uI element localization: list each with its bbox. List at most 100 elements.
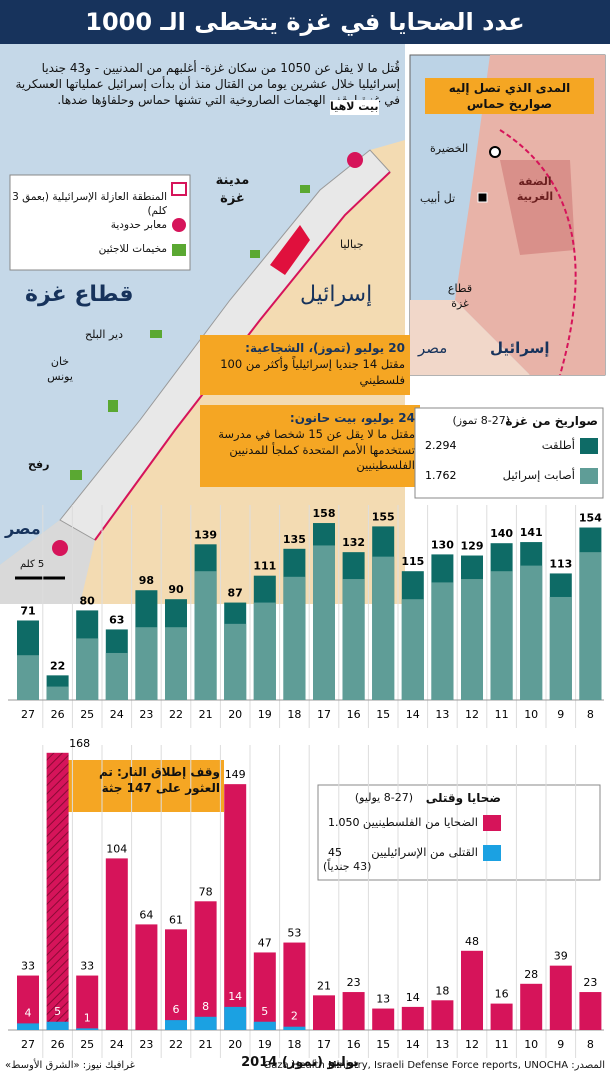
x-tick-label: 22 [169,708,183,721]
x-tick-label: 24 [110,1038,124,1051]
bar [401,599,424,700]
bar [105,652,128,700]
x-tick-label: 19 [258,708,272,721]
map-label: إسرائيل [300,282,373,307]
value-label: 141 [520,526,543,539]
x-tick-label: 20 [228,708,242,721]
value-label: 111 [253,560,276,573]
value-label: 6 [173,1003,180,1016]
bar [17,1023,39,1030]
value-label: 130 [431,538,454,551]
bar [490,571,513,700]
value-label: 39 [554,950,568,963]
value-label: 53 [287,927,301,940]
legend-note: (43 جندياً) [323,860,372,873]
inset-label: إسرائيل [490,339,550,357]
x-tick-label: 25 [80,1038,94,1051]
legend-label: مخيمات للاجئين [98,243,167,255]
callout-text: مقتل 14 جنديا إسرائيلياً وأكثر من 100 فل… [220,357,405,387]
value-label: 1 [84,1011,91,1024]
camps [70,185,310,480]
x-tick-label: 27 [21,1038,35,1051]
bar [342,992,365,1030]
value-label: 78 [199,885,213,898]
legend-title: ضحايا وقتلى [425,791,501,805]
bar [17,975,39,1030]
legend-label: القتلى من الإسرائيليين [371,845,478,859]
x-tick-label: 21 [199,1038,213,1051]
source: المصدر: Gaza Health Ministry, Israeli De… [263,1060,605,1071]
legend-swatch [483,815,501,831]
legend-total: 45 [328,846,342,859]
x-tick-label: 11 [495,1038,509,1051]
x-tick-label: 18 [287,708,301,721]
bar [17,655,39,700]
map-label: بيت لاهيا [330,100,379,115]
bar [283,576,306,700]
x-tick-label: 16 [347,708,361,721]
x-tick-label: 13 [435,708,449,721]
x-tick-label: 23 [139,1038,153,1051]
legend-box [414,407,604,499]
x-axis-label: يوليو (تموز) 2014 [241,1055,359,1070]
value-label: 33 [21,960,35,973]
title: عدد الضحايا في غزة يتخطى الـ 1000 [85,8,525,36]
bar [253,602,276,700]
bar [579,552,602,700]
x-tick-label: 9 [557,1038,564,1051]
bar [76,1028,99,1030]
bar [76,638,99,700]
x-tick-label: 9 [557,708,564,721]
x-tick-label: 22 [169,1038,183,1051]
legend-label: معابر حدودية [110,219,167,231]
bar [461,950,483,1030]
header-bar [0,0,610,44]
bar [313,545,335,700]
value-label: 33 [80,960,94,973]
x-tick-label: 11 [495,708,509,721]
callout-heading: 20 يوليو (تموز)، الشجاعية: [245,341,405,355]
value-label: 129 [461,540,484,553]
legend-label: أطلقت [541,438,575,452]
value-label: 115 [401,555,424,568]
buffer-zone [94,171,391,541]
value-label: 113 [549,557,572,570]
bar [520,983,543,1030]
inset-label: الضفة الغربية [516,175,554,203]
inset-label: تل أبيب [420,192,456,205]
map-legend-box [9,174,191,271]
x-tick-label: 15 [376,1038,390,1051]
inset-label: قطاع غزة [447,282,473,310]
legend-total: 1.762 [425,469,457,482]
value-label: 18 [435,984,449,997]
bar [431,582,454,700]
bar [372,556,395,700]
x-tick-label: 24 [110,708,124,721]
bar [549,596,572,700]
value-label: 5 [54,1005,61,1018]
value-label: 23 [583,976,597,989]
bar [135,924,158,1030]
bar [253,952,276,1030]
legend-label: المنطقة العازلة الإسرائيلية (بعمق 3 كلم) [12,191,167,218]
x-tick-label: 19 [258,1038,272,1051]
x-tick-label: 20 [228,1038,242,1051]
legend-subtitle: (8-27 تموز) [452,414,510,427]
bar [342,579,365,700]
x-tick-label: 10 [524,708,538,721]
legend-total: 2.294 [425,439,457,452]
value-label: 22 [50,659,65,672]
value-label: 63 [109,613,124,626]
legend-subtitle: (8-27 يوليو) [354,791,413,804]
legend-swatch [580,468,598,484]
bar [224,784,247,1030]
legend-label: أصابت إسرائيل [502,468,575,482]
callout-box [200,405,420,487]
value-label: 135 [283,533,306,546]
bar [135,627,158,700]
bar [165,627,187,700]
legend-title: صواريخ من غزة [505,414,598,428]
bar [313,995,335,1030]
legend-swatch [172,218,186,232]
value-label: 61 [169,913,183,926]
